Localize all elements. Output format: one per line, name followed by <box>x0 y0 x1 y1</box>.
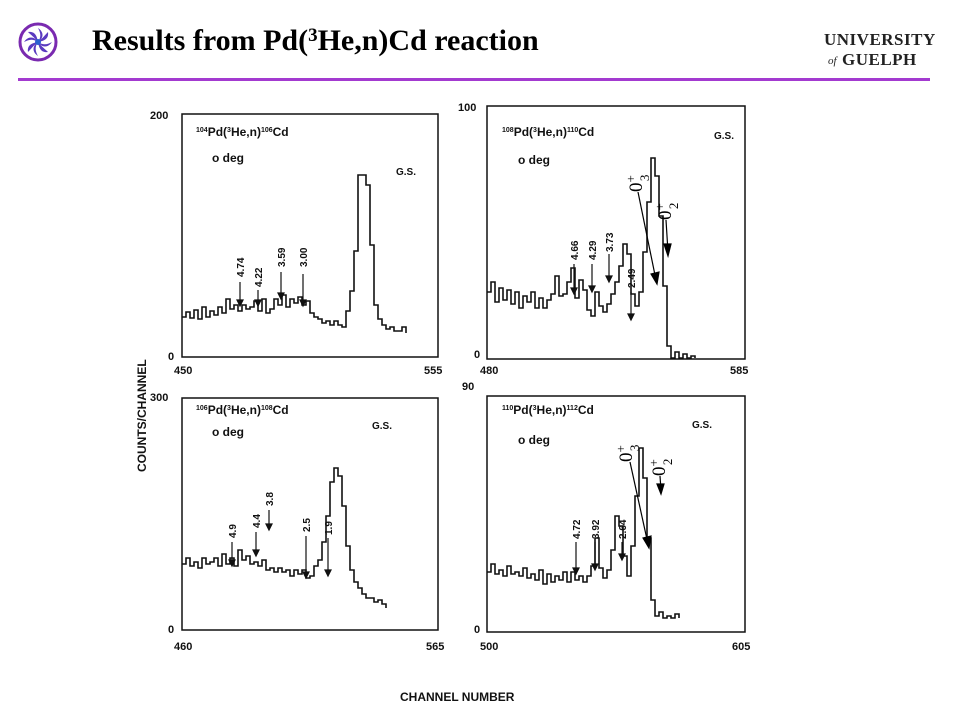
panel4-reaction-label: 110Pd(3He,n)112Cd <box>502 403 594 417</box>
panel4-peak-label: 4.72 <box>572 519 583 539</box>
panel4-ymax: 90 <box>462 381 474 393</box>
panel4-annotation-0plus3: 0+3 <box>613 445 642 462</box>
panel2-ymax: 100 <box>458 102 476 114</box>
y-axis-label: COUNTS/CHANNEL <box>135 359 149 472</box>
panel-frame-1 <box>181 113 439 358</box>
panel1-ymax: 200 <box>150 110 168 122</box>
panel4-peak-label: G.S. <box>692 420 712 431</box>
panel1-angle-label: o deg <box>212 151 244 165</box>
panel3-ymax: 300 <box>150 392 168 404</box>
panel2-spectrum <box>487 157 696 359</box>
spectra-figure: COUNTS/CHANNEL CHANNEL NUMBER 200 0 450 … <box>135 102 750 704</box>
panel4-peak-label: 3.92 <box>591 519 602 539</box>
panel2-reaction-label: 108Pd(3He,n)110Cd <box>502 125 594 139</box>
page-title: Results from Pd(3He,n)Cd reaction <box>92 24 539 57</box>
panel2-angle-label: o deg <box>518 153 550 167</box>
panel2-xmin: 480 <box>480 365 498 377</box>
panel3-xmin: 460 <box>174 641 192 653</box>
svg-text:of: of <box>828 55 839 67</box>
panel4-xmin: 500 <box>480 641 498 653</box>
panel4-peak-label: 2.64 <box>618 519 629 539</box>
panel3-peak-label: 4.4 <box>252 514 263 528</box>
panel1-peak-label: 4.22 <box>254 267 265 287</box>
panel-frame-2 <box>486 105 746 360</box>
panel2-peak-label: 4.66 <box>570 240 581 260</box>
svg-text:UNIVERSITY: UNIVERSITY <box>824 30 936 49</box>
panel1-ymin: 0 <box>168 351 174 363</box>
panel3-xmax: 565 <box>426 641 444 653</box>
panel2-peak-label: 3.73 <box>605 232 616 252</box>
panel1-spectrum <box>182 174 407 333</box>
panel4-angle-label: o deg <box>518 433 550 447</box>
panel3-ymin: 0 <box>168 624 174 636</box>
panel4-annotation-0plus2: 0+2 <box>646 459 675 476</box>
panel1-peak-label: G.S. <box>396 167 416 178</box>
panel3-peak-label: 4.9 <box>228 524 239 538</box>
panel3-angle-label: o deg <box>212 425 244 439</box>
panel2-annotation-0plus2: 0+2 <box>652 203 681 220</box>
university-of-guelph-logo: UNIVERSITY of GUELPH <box>824 30 936 69</box>
panel2-peak-label: 4.29 <box>588 240 599 260</box>
header-divider <box>18 78 930 81</box>
panel3-peak-label: 3.8 <box>265 492 276 506</box>
panel4-xmax: 605 <box>732 641 750 653</box>
panel3-peak-label: G.S. <box>372 421 392 432</box>
panel2-xmax: 585 <box>730 365 748 377</box>
panel2-ymin: 0 <box>474 349 480 361</box>
panel1-xmax: 555 <box>424 365 442 377</box>
x-axis-label: CHANNEL NUMBER <box>400 690 515 704</box>
panel1-peak-label: 4.74 <box>236 257 247 277</box>
panel-frame-3 <box>181 397 439 631</box>
svg-text:GUELPH: GUELPH <box>842 50 917 69</box>
panel1-xmin: 450 <box>174 365 192 377</box>
panel2-peak-label: G.S. <box>714 131 734 142</box>
panel1-peak-label: 3.59 <box>277 247 288 267</box>
university-crest-icon <box>18 22 58 62</box>
panel1-reaction-label: 104Pd(3He,n)106Cd <box>196 125 289 139</box>
panel3-reaction-label: 106Pd(3He,n)108Cd <box>196 403 289 417</box>
panel1-peak-label: 3.00 <box>299 247 310 267</box>
panel3-peak-label: 1.9 <box>324 521 335 535</box>
panel-frame-4 <box>486 395 746 633</box>
panel2-peak-label: 2.49 <box>627 268 638 288</box>
panel3-peak-label: 2.5 <box>302 518 313 532</box>
panel2-annotation-0plus3: 0+3 <box>623 175 652 192</box>
panel3-spectrum <box>182 467 387 608</box>
panel4-ymin: 0 <box>474 624 480 636</box>
